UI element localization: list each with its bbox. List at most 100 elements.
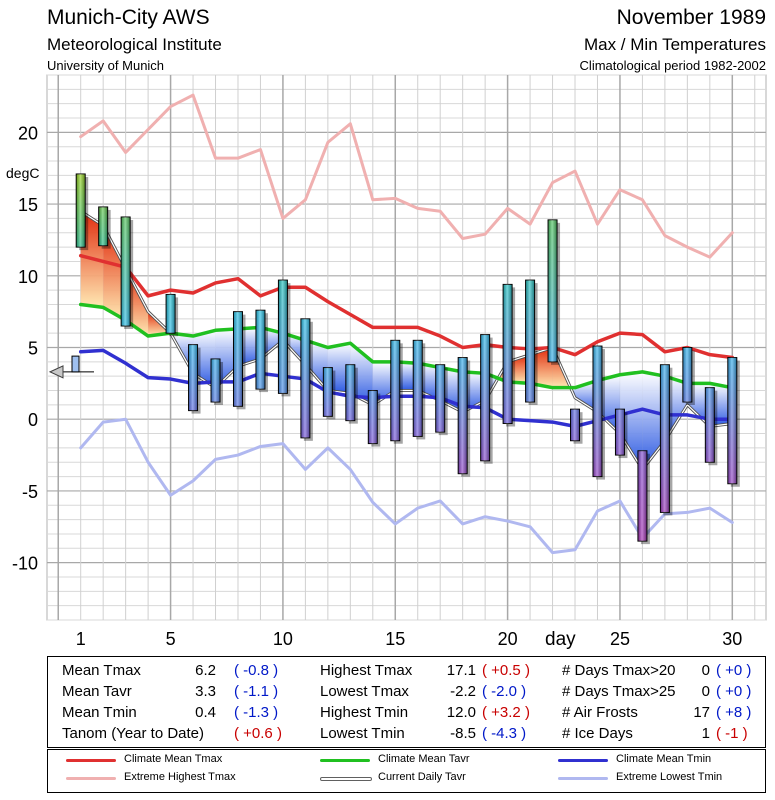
daily-range-bar-shade xyxy=(368,390,378,444)
cold-anomaly-area xyxy=(642,371,665,470)
station-title: Munich-City AWS xyxy=(47,6,210,29)
stat-label: # Days Tmax>25 xyxy=(562,683,676,700)
university-title: University of Munich xyxy=(47,58,165,73)
stat-value: 17.1 xyxy=(446,662,476,679)
cold-anomaly-area xyxy=(619,371,643,470)
x-tick-label: 10 xyxy=(273,629,293,649)
cold-anomaly-area xyxy=(395,361,418,391)
legend-label: Current Daily Tavr xyxy=(378,771,466,783)
stat-label: Mean Tmin xyxy=(62,704,137,721)
month-title: November 1989 xyxy=(616,6,766,29)
stat-anomaly: ( +0.6 ) xyxy=(234,725,282,742)
daily-range-bar-shade xyxy=(435,364,445,433)
swatch-extreme-tmin xyxy=(558,777,608,780)
x-tick-label: 30 xyxy=(722,629,742,649)
stat-value: 3.3 xyxy=(195,683,216,700)
swatch-extreme-tmax xyxy=(66,777,116,780)
stat-label: Mean Tavr xyxy=(62,683,132,700)
stat-anomaly: ( +0.5 ) xyxy=(482,662,530,679)
x-tick-label: 20 xyxy=(498,629,518,649)
swatch-current-tavr xyxy=(320,777,372,781)
stat-label: Highest Tmax xyxy=(320,662,413,679)
swatch-climate-tmax xyxy=(66,759,116,762)
cold-anomaly-area xyxy=(575,380,598,413)
stat-value: 1 xyxy=(701,725,710,742)
stat-label: Lowest Tmax xyxy=(320,683,409,700)
climate-mean-tavr-line xyxy=(78,302,735,390)
legend-label: Climate Mean Tmin xyxy=(616,753,712,765)
x-tick-label: 5 xyxy=(166,629,176,649)
daily-range-bar-shade xyxy=(525,280,535,402)
warm-anomaly-area xyxy=(507,354,531,384)
stat-anomaly: ( -1.3 ) xyxy=(234,704,279,721)
x-tick-label: 25 xyxy=(610,629,630,649)
stat-value: -8.5 xyxy=(450,725,476,742)
daily-range-bar-shade xyxy=(705,387,715,463)
stat-label: # Days Tmax>20 xyxy=(562,662,676,679)
y-tick-label: 10 xyxy=(18,267,38,287)
stat-anomaly: ( -4.3 ) xyxy=(482,725,527,742)
stat-value: -2.2 xyxy=(450,683,476,700)
stat-anomaly: ( +3.2 ) xyxy=(482,704,530,721)
daily-range-bar-shade xyxy=(255,310,265,390)
y-tick-label: 0 xyxy=(28,410,38,430)
stat-value: 0 xyxy=(701,662,710,679)
extreme-highest-tmax-line xyxy=(79,93,734,259)
x-tick-label: 1 xyxy=(76,629,86,649)
ytd-marker-bar xyxy=(71,355,80,373)
statistics-panel: Mean Tmax 6.2 ( -0.8 ) Mean Tavr 3.3 ( -1.1 )… xyxy=(47,656,766,748)
daily-range-bar-shade xyxy=(323,367,333,417)
stat-label: Highest Tmin xyxy=(320,704,409,721)
daily-range-bar-shade xyxy=(660,364,670,513)
daily-range-bar-shade xyxy=(413,340,423,437)
daily-range-bar-shade xyxy=(637,450,647,542)
warm-anomaly-area xyxy=(103,225,126,321)
stat-anomaly: ( +0 ) xyxy=(716,683,752,700)
daily-range-bar-shade xyxy=(211,358,221,402)
daily-range-bar-shade xyxy=(682,347,692,402)
daily-range-bar-shade xyxy=(503,284,513,424)
stat-label: # Air Frosts xyxy=(562,704,638,721)
stat-anomaly: ( -0.8 ) xyxy=(234,662,279,679)
cold-anomaly-area xyxy=(193,330,216,388)
daily-range-bar-shade xyxy=(592,346,602,477)
stat-value: 0.4 xyxy=(195,704,216,721)
cold-anomaly-area xyxy=(687,383,710,427)
cold-anomaly-area xyxy=(664,376,688,441)
stat-anomaly: ( +0 ) xyxy=(716,662,752,679)
swatch-climate-tmin xyxy=(558,759,608,762)
cold-anomaly-area xyxy=(260,327,283,359)
chart-subtitle: Max / Min Temperatures xyxy=(583,35,766,54)
daily-range-bar-shade xyxy=(570,409,580,441)
daily-range-bar-shade xyxy=(76,173,86,248)
stat-label: Tanom (Year to Date) xyxy=(62,725,205,742)
climate-period: Climatological period 1982-2002 xyxy=(579,58,766,73)
climate-mean-tmax-line xyxy=(78,253,735,360)
cold-anomaly-area xyxy=(215,328,238,388)
x-axis-label: day xyxy=(545,629,576,650)
daily-range-bar-shade xyxy=(98,206,108,246)
daily-range-bar-shade xyxy=(121,216,131,326)
legend-label: Climate Mean Tavr xyxy=(378,753,470,765)
legend-label: Climate Mean Tmax xyxy=(124,753,223,765)
y-tick-label: -5 xyxy=(22,482,38,502)
daily-range-bar-shade xyxy=(345,364,355,421)
daily-range-bar-shade xyxy=(166,294,176,334)
stat-value: 12.0 xyxy=(446,704,476,721)
y-tick-label: -10 xyxy=(12,554,38,574)
warm-anomaly-area xyxy=(125,268,149,337)
y-axis-label: degC xyxy=(6,165,39,181)
y-tick-label: 15 xyxy=(18,195,38,215)
stat-anomaly: ( -1.1 ) xyxy=(234,683,279,700)
institute-title: Meteorological Institute xyxy=(47,35,222,54)
cold-anomaly-area xyxy=(417,363,441,401)
daily-range-bar-shade xyxy=(615,409,625,456)
y-tick-label: 5 xyxy=(28,339,38,359)
daily-range-bar-shade xyxy=(233,311,243,407)
ytd-marker-arrow xyxy=(48,365,64,379)
daily-range-bar-shade xyxy=(278,280,288,394)
y-tick-label: 20 xyxy=(18,123,38,143)
extreme-lowest-tmin-line xyxy=(79,417,734,555)
stat-anomaly: ( -1 ) xyxy=(716,725,748,742)
